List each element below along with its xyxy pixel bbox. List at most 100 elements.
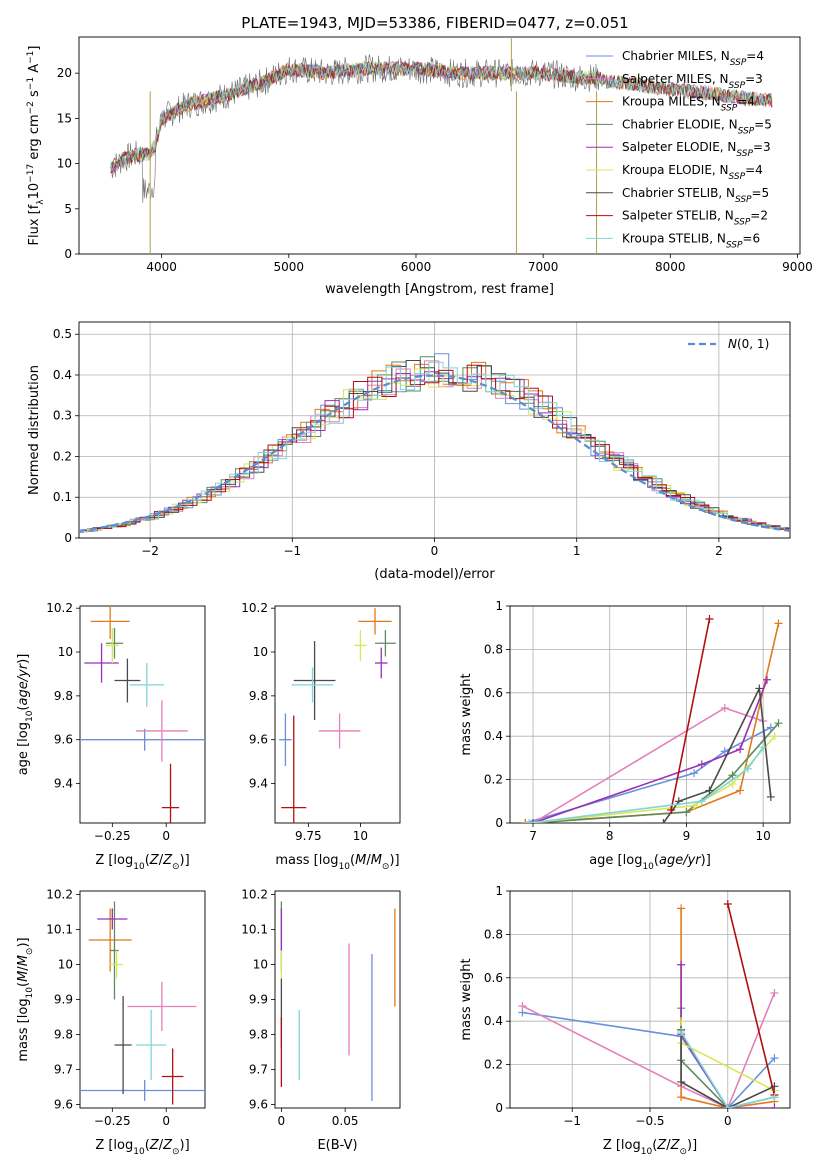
axes-frame (78, 321, 791, 539)
ebv-mass-panel: 0 0.05 9.6 9.7 9.8 9.9 10 10.1 10.2 E(B-V) (241, 888, 401, 1153)
weight-marker (518, 1002, 527, 1011)
x-tick-label: 9 (683, 829, 691, 843)
axes-frame (274, 605, 401, 824)
y-tick-label: 20 (57, 66, 72, 80)
weight-marker (770, 1054, 779, 1063)
spectrum-lines (110, 37, 773, 254)
y-tick-label: 9.6 (249, 733, 268, 747)
axes-frame (79, 890, 206, 1109)
legend-label-5: Kroupa ELODIE, NSSP=4 (622, 163, 763, 182)
histogram-8 (79, 361, 790, 532)
weight-marker (774, 719, 783, 728)
axes-frame (79, 605, 206, 824)
axes-frame (78, 36, 801, 255)
x-axis-label: mass [log10(M/M⊙)] (275, 853, 399, 872)
age-weight-panel: 7 8 9 10 0 0.2 0.4 0.6 0.8 1 age [log10(age/yr)] ma… (459, 599, 791, 872)
y-tick-label: 9.6 (54, 733, 73, 747)
errorbars (280, 901, 396, 1101)
x-tick-label: 0.05 (332, 1114, 359, 1128)
mass-age-panel: 9.75 10 9.4 9.6 9.8 10 10.2 mass [log10(M/M⊙)] (241, 601, 401, 872)
y-tick-label: 9.9 (54, 993, 73, 1007)
weight-marker (770, 1093, 779, 1102)
y-tick-label: 0.1 (53, 490, 72, 504)
axes-frame (509, 605, 791, 824)
x-tick-label: 0 (278, 1114, 286, 1128)
weight-marker (677, 1017, 686, 1026)
weight-marker (770, 988, 779, 997)
y-tick-label: 0.6 (484, 686, 503, 700)
x-tick-label: 8000 (655, 260, 686, 274)
x-tick-label: 0 (431, 544, 439, 558)
weight-marker (723, 900, 732, 909)
weight-marker (759, 743, 768, 752)
errorbars (279, 608, 396, 823)
x-tick-label: 8 (606, 829, 614, 843)
weight-line-1 (532, 707, 764, 823)
y-tick-label: 9.9 (249, 993, 268, 1007)
y-tick-label: 10 (58, 958, 73, 972)
weight-marker (705, 786, 714, 795)
y-tick-label: 9.4 (54, 777, 73, 791)
x-tick-label: 5000 (274, 260, 305, 274)
weight-marker (525, 819, 534, 823)
x-tick-label: 1 (573, 544, 581, 558)
y-tick-label: 9.6 (249, 1098, 268, 1112)
y-axis-label: mass weight (459, 958, 474, 1040)
y-tick-label: 0.5 (53, 327, 72, 341)
y-tick-label: 9.8 (54, 689, 73, 703)
y-tick-label: 1 (495, 599, 503, 613)
weight-marker (677, 960, 686, 969)
figure-title: PLATE=1943, MJD=53386, FIBERID=0477, z=0… (241, 14, 628, 32)
y-tick-label: 0.3 (53, 409, 72, 423)
x-tick-label: 0 (724, 1114, 732, 1128)
weight-marker (736, 786, 745, 795)
weight-line-7 (727, 903, 776, 1096)
x-tick-label: 0 (162, 829, 170, 843)
y-tick-label: 10 (58, 645, 73, 659)
y-tick-label: 0 (495, 1101, 503, 1115)
y-tick-label: 10.1 (241, 923, 268, 937)
x-tick-label: −1 (563, 1114, 581, 1128)
y-tick-label: 0.8 (484, 927, 503, 941)
weight-marker (736, 745, 745, 754)
weight-marker (720, 747, 729, 756)
x-tick-label: 9.75 (295, 829, 322, 843)
y-tick-label: 0.2 (484, 773, 503, 787)
y-tick-label: 9.8 (54, 1028, 73, 1042)
weight-lines (521, 615, 783, 823)
weight-marker (690, 769, 699, 778)
y-axis-label: Flux [fλ10−17 erg cm−2 s−1 A−1] (26, 46, 46, 246)
legend-label-normal: N(0, 1) (728, 337, 769, 351)
x-axis-label: Z [log10(Z/Z⊙)] (603, 1138, 697, 1157)
y-tick-label: 9.8 (249, 689, 268, 703)
weight-line-0 (525, 726, 772, 823)
y-tick-label: 0.2 (53, 449, 72, 463)
weight-marker (728, 771, 737, 780)
x-axis-label: wavelength [Angstrom, rest frame] (325, 282, 554, 297)
residuals-panel: −2 −1 0 1 2 0 0.1 0.2 0.3 0.4 0.5 N(0, 1) (data-mode… (27, 321, 791, 582)
histogram-6 (79, 360, 790, 533)
weight-line-8 (529, 746, 764, 823)
y-tick-label: 15 (57, 111, 72, 125)
weight-marker (667, 805, 676, 814)
y-tick-label: 0.8 (484, 642, 503, 656)
y-tick-label: 10.1 (46, 923, 73, 937)
weight-marker (766, 723, 775, 732)
weight-marker (723, 1104, 732, 1108)
axes-frame (509, 890, 791, 1109)
y-tick-label: 10 (253, 645, 268, 659)
weight-marker (728, 779, 737, 788)
weight-line-7 (670, 618, 711, 811)
x-tick-label: 7 (529, 829, 537, 843)
weight-marker (677, 1028, 686, 1037)
weight-line-8 (680, 1031, 775, 1108)
y-tick-label: 10.2 (241, 888, 268, 902)
x-tick-label: −0.25 (94, 1114, 131, 1128)
z-mass-panel: −0.25 0 9.6 9.7 9.8 9.9 10 10.1 10.2 Z [log10(Z/Z… (16, 888, 206, 1157)
y-tick-label: 10.2 (46, 888, 73, 902)
weight-lines (518, 900, 779, 1108)
legend-label-4: Salpeter ELODIE, NSSP=3 (622, 140, 771, 159)
y-tick-label: 0 (64, 531, 72, 545)
weight-marker (677, 904, 686, 913)
